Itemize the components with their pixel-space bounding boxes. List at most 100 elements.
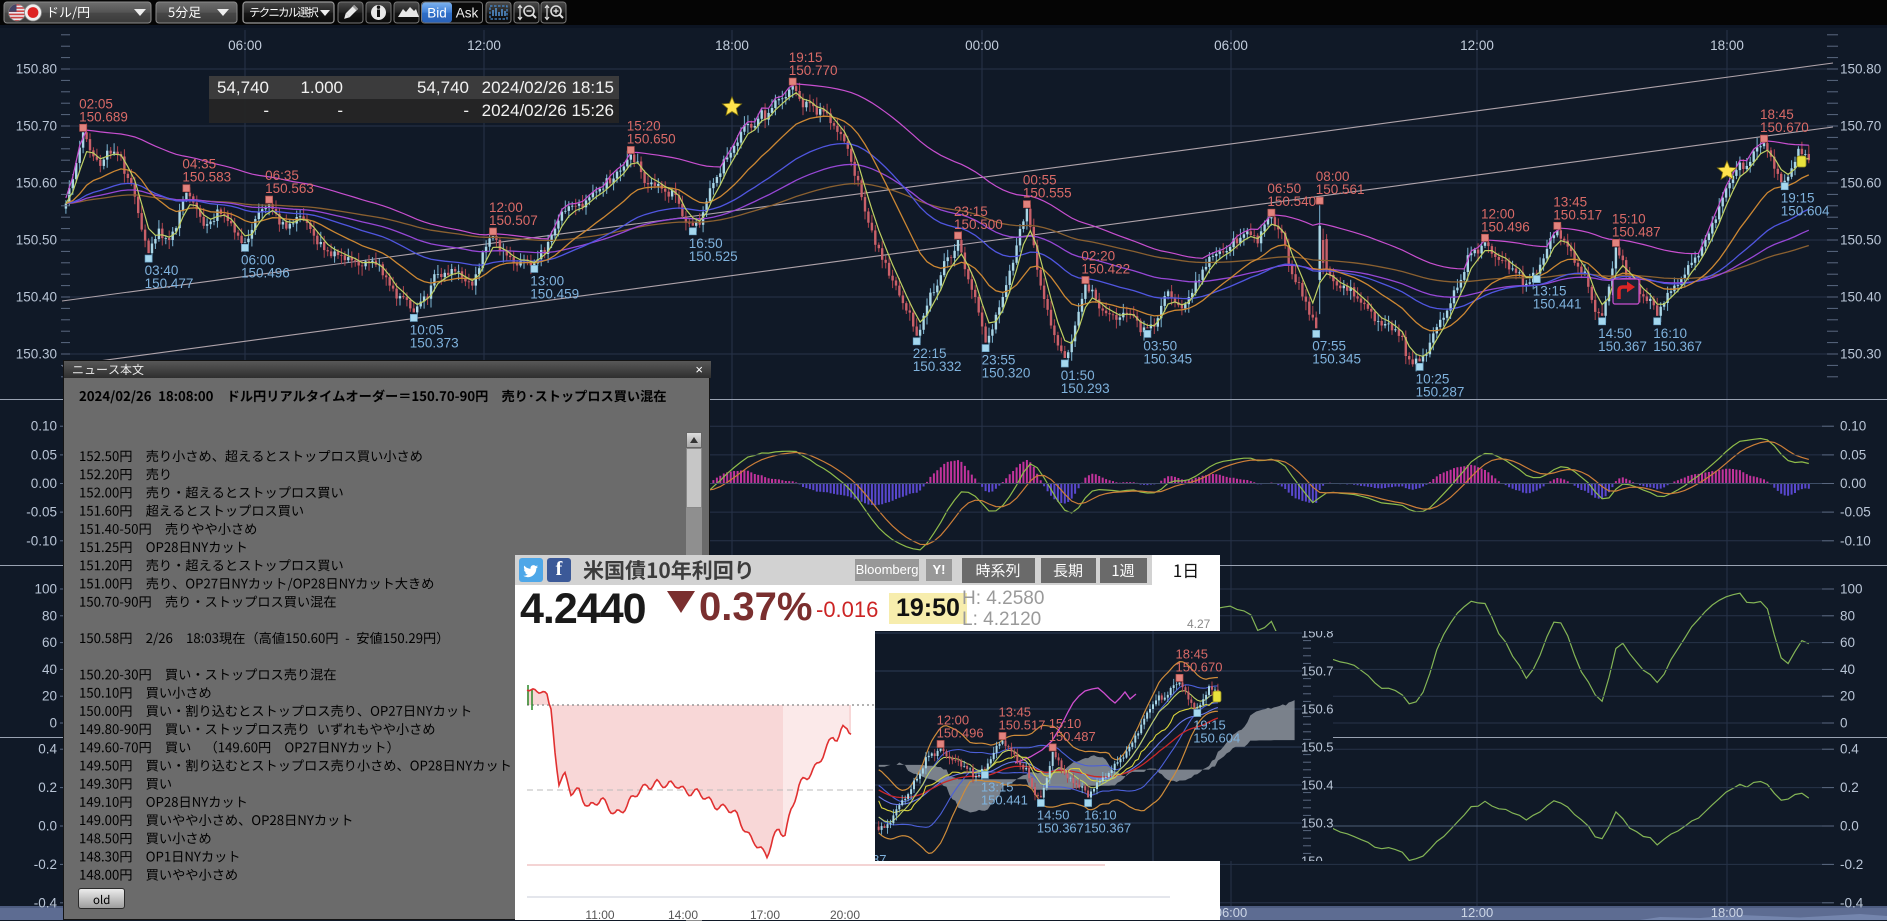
svg-text:0.4: 0.4 [1840, 742, 1859, 757]
svg-text:80: 80 [1840, 608, 1855, 623]
svg-text:20: 20 [1840, 689, 1855, 704]
svg-text:150.670: 150.670 [1176, 659, 1223, 674]
svg-text:10:25: 10:25 [1416, 371, 1450, 386]
svg-text:150.293: 150.293 [1061, 381, 1110, 396]
svg-text:08:00: 08:00 [1316, 169, 1350, 184]
svg-text:17:00: 17:00 [750, 908, 780, 920]
svg-text:12:00: 12:00 [467, 38, 501, 53]
svg-text:150.487: 150.487 [1612, 224, 1661, 239]
svg-text:150.496: 150.496 [937, 726, 984, 741]
svg-text:14:50: 14:50 [1598, 326, 1632, 341]
svg-text:150.496: 150.496 [241, 265, 290, 280]
svg-text:23:55: 23:55 [982, 353, 1016, 368]
svg-text:150.320: 150.320 [982, 366, 1031, 381]
svg-text:150.50: 150.50 [16, 233, 57, 248]
svg-text:0: 0 [49, 716, 57, 731]
svg-text:150.60: 150.60 [1840, 176, 1881, 191]
svg-text:0.4: 0.4 [38, 742, 57, 757]
svg-text:20: 20 [42, 689, 57, 704]
svg-text:150.367: 150.367 [1037, 821, 1084, 836]
svg-text:0.10: 0.10 [1840, 419, 1866, 434]
svg-text:150.6: 150.6 [1301, 702, 1333, 717]
svg-text:Ask: Ask [456, 6, 479, 21]
svg-text:150.517: 150.517 [999, 718, 1046, 733]
svg-text:14:00: 14:00 [668, 908, 698, 920]
svg-text:150.500: 150.500 [954, 217, 1003, 232]
svg-text:-0.10: -0.10 [1840, 533, 1871, 548]
svg-text:04:35: 04:35 [182, 157, 216, 172]
svg-text:0.0: 0.0 [1840, 819, 1859, 834]
svg-text:150.80: 150.80 [16, 62, 57, 77]
svg-text:12:00: 12:00 [937, 713, 970, 728]
svg-text:150.496: 150.496 [1481, 219, 1530, 234]
svg-text:0.05: 0.05 [1840, 447, 1866, 462]
svg-text:18:00: 18:00 [715, 38, 749, 53]
svg-text:150.: 150. [1301, 854, 1326, 862]
svg-text:16:10: 16:10 [1653, 326, 1687, 341]
svg-text:150.332: 150.332 [913, 359, 962, 374]
svg-text:18:45: 18:45 [1176, 646, 1209, 661]
svg-text:150.8: 150.8 [1301, 631, 1333, 641]
svg-text:0: 0 [1840, 716, 1848, 731]
svg-text:20:00: 20:00 [830, 908, 860, 920]
svg-text:12:00: 12:00 [489, 200, 523, 215]
svg-text:0.2: 0.2 [1840, 780, 1859, 795]
svg-text:150.30: 150.30 [1840, 347, 1881, 362]
svg-text:150.583: 150.583 [182, 170, 231, 185]
svg-text:-0.05: -0.05 [26, 505, 57, 520]
svg-text:15:20: 15:20 [627, 119, 661, 134]
svg-text:150.7: 150.7 [1301, 664, 1333, 679]
svg-text:150.441: 150.441 [981, 792, 1028, 807]
svg-text:-0.2: -0.2 [34, 857, 57, 872]
svg-text:14:50: 14:50 [1037, 808, 1070, 823]
svg-text:0.00: 0.00 [31, 476, 57, 491]
svg-text:150.50: 150.50 [1840, 233, 1881, 248]
svg-text:13:45: 13:45 [1553, 194, 1587, 209]
svg-text:12:00: 12:00 [1461, 905, 1494, 920]
svg-text:-0.4: -0.4 [1840, 895, 1864, 910]
svg-text:150.80: 150.80 [1840, 62, 1881, 77]
svg-text:02:05: 02:05 [79, 96, 113, 111]
svg-text:18:00: 18:00 [1710, 38, 1744, 53]
svg-text:03:40: 03:40 [145, 263, 179, 278]
svg-text:16:10: 16:10 [1084, 808, 1117, 823]
svg-text:60: 60 [1840, 635, 1855, 650]
svg-text:12:00: 12:00 [1460, 38, 1494, 53]
svg-text:23:15: 23:15 [954, 204, 988, 219]
svg-text:150.422: 150.422 [1081, 262, 1130, 277]
svg-text:18:45: 18:45 [1760, 107, 1794, 122]
svg-text:-0.4: -0.4 [34, 895, 58, 910]
svg-text:06:00: 06:00 [241, 252, 275, 267]
svg-text:150.487: 150.487 [1049, 729, 1096, 744]
svg-text:150.604: 150.604 [1193, 731, 1240, 746]
svg-text:150.367: 150.367 [1598, 339, 1647, 354]
svg-text:150.670: 150.670 [1760, 120, 1809, 135]
svg-text:150.60: 150.60 [16, 176, 57, 191]
svg-text:150.770: 150.770 [789, 63, 838, 78]
svg-text:19:15: 19:15 [789, 50, 823, 65]
svg-text:Bid: Bid [427, 6, 447, 21]
svg-text:87: 87 [875, 852, 886, 861]
svg-text:02:20: 02:20 [1081, 249, 1115, 264]
svg-text:150.70: 150.70 [1840, 119, 1881, 134]
svg-text:150.650: 150.650 [627, 132, 676, 147]
svg-text:150.5: 150.5 [1301, 740, 1333, 755]
svg-text:-0.2: -0.2 [1840, 857, 1863, 872]
svg-text:06:35: 06:35 [265, 168, 299, 183]
svg-text:10:05: 10:05 [410, 322, 444, 337]
svg-text:150.367: 150.367 [1653, 339, 1702, 354]
svg-text:150.555: 150.555 [1023, 186, 1072, 201]
svg-text:03:50: 03:50 [1143, 338, 1177, 353]
svg-text:13:15: 13:15 [1533, 284, 1567, 299]
svg-text:15:10: 15:10 [1612, 211, 1646, 226]
svg-text:06:00: 06:00 [1214, 38, 1248, 53]
svg-text:0.0: 0.0 [38, 819, 57, 834]
svg-text:80: 80 [42, 608, 57, 623]
svg-text:100: 100 [34, 582, 57, 597]
svg-text:-0.05: -0.05 [1840, 505, 1871, 520]
svg-text:15:10: 15:10 [1049, 716, 1082, 731]
svg-text:-0.10: -0.10 [26, 533, 57, 548]
svg-text:19:15: 19:15 [1781, 191, 1815, 206]
svg-text:07:55: 07:55 [1312, 338, 1346, 353]
svg-text:11:00: 11:00 [585, 908, 614, 920]
